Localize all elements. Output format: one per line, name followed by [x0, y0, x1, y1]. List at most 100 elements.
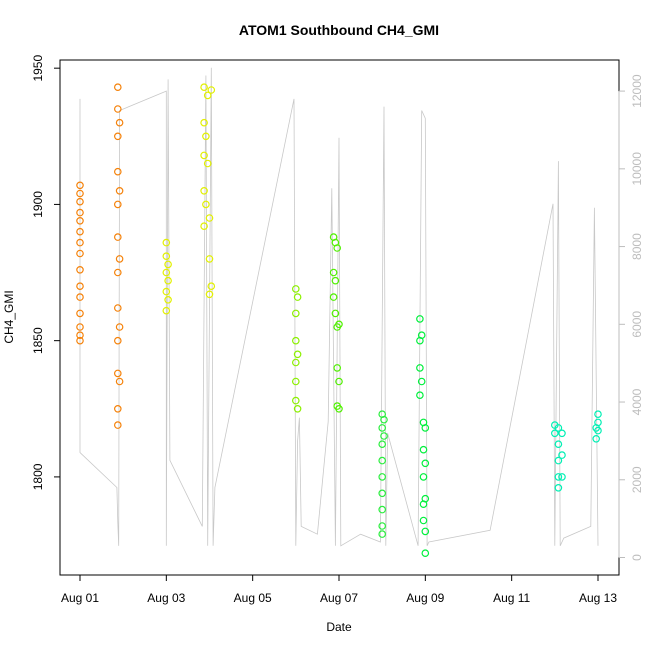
series-1-point	[76, 181, 84, 190]
y-axis-label: CH4_GMI	[2, 290, 16, 343]
series-4-point	[335, 404, 343, 413]
series-4-point	[333, 364, 342, 372]
series-1-point	[76, 249, 84, 258]
series-4-point	[333, 244, 342, 252]
series-1-point	[114, 233, 122, 241]
series-6-point	[416, 364, 424, 372]
series-2-point	[202, 132, 210, 141]
series-1-point	[76, 282, 84, 291]
series-5-point	[380, 432, 388, 440]
series-3-point	[291, 309, 300, 318]
series-1-point	[76, 217, 84, 225]
series-1-point	[76, 265, 84, 274]
series-1-point	[76, 208, 84, 217]
series-3-point	[293, 293, 302, 301]
series-1-point	[114, 369, 122, 378]
series-6-point	[417, 331, 426, 340]
series-1-point	[115, 377, 124, 386]
series-5-point	[378, 505, 387, 514]
series-2-point	[207, 282, 216, 291]
series-4-point	[335, 320, 343, 329]
series-7-point	[594, 426, 602, 435]
series-1-point	[115, 118, 124, 127]
series-1-point	[115, 255, 124, 263]
series-1-point	[114, 105, 122, 113]
series-1-point	[114, 200, 122, 209]
x-tick-label: Aug 13	[579, 591, 617, 605]
series-5-point	[378, 440, 387, 449]
series-2-point	[162, 306, 171, 315]
series-1-point	[114, 132, 122, 141]
points-layer	[76, 83, 602, 558]
x-axis: Aug 01 Aug 03 Aug 05 Aug 07 Aug 09 Aug 11 Aug …	[61, 574, 617, 605]
series-7-point	[558, 451, 566, 459]
series-6-point	[417, 377, 426, 386]
series-5-point	[378, 530, 387, 538]
series-5-point	[380, 415, 388, 424]
y2-tick-label: 4000	[630, 388, 644, 415]
x-axis-label: Date	[326, 620, 352, 634]
series-2-point	[162, 238, 171, 247]
series-3-point	[293, 404, 302, 413]
series-1-point	[114, 167, 122, 176]
y-tick-label: 1950	[31, 55, 45, 82]
series-1-point	[76, 323, 84, 331]
series-7-point	[554, 440, 563, 449]
series-2-point	[200, 222, 208, 231]
y2-axis: 0 2000 4000 6000 8000 10000 12000	[618, 74, 644, 561]
series-1-point	[114, 421, 122, 429]
series-1-point	[114, 268, 122, 277]
y-tick-label: 1800	[31, 463, 45, 490]
y2-tick-label: 0	[630, 554, 644, 561]
y-tick-label: 1850	[31, 327, 45, 354]
series-4-point	[329, 268, 338, 277]
y2-tick-label: 8000	[630, 233, 644, 260]
series-7-point	[550, 429, 559, 438]
series-3-point	[291, 336, 300, 345]
series-5-point	[378, 489, 387, 498]
series-1-point	[76, 336, 84, 345]
x-tick-label: Aug 09	[406, 591, 444, 605]
series-2-point	[200, 83, 208, 92]
series-6-point	[419, 516, 428, 525]
series-6-point	[419, 473, 428, 481]
y2-tick-label: 10000	[630, 152, 644, 186]
series-3-point	[291, 377, 300, 386]
series-3-point	[291, 358, 300, 367]
series-1-point	[114, 304, 122, 312]
series-1-point	[115, 323, 124, 331]
series-6-point	[421, 549, 430, 558]
series-6-point	[421, 424, 430, 432]
x-tick-label: Aug 03	[147, 591, 185, 605]
series-1-point	[114, 404, 122, 413]
series-4-point	[331, 309, 340, 318]
series-7-point	[594, 418, 602, 427]
series-2-point	[162, 287, 171, 296]
series-7-point	[594, 410, 602, 419]
series-2-point	[200, 151, 208, 160]
secondary-series-line	[79, 67, 599, 547]
x-tick-label: Aug 07	[320, 591, 358, 605]
series-4-point	[331, 276, 340, 285]
series-1-point	[114, 336, 122, 345]
y2-tick-label: 6000	[630, 311, 644, 338]
series-2-point	[205, 290, 214, 299]
series-7-point	[554, 483, 563, 492]
series-7-point	[592, 434, 601, 443]
series-6-point	[421, 459, 430, 468]
series-3-point	[293, 350, 302, 359]
series-1-point	[76, 227, 84, 236]
series-1-point	[76, 293, 84, 301]
series-1-point	[76, 189, 84, 198]
series-1-point	[114, 83, 122, 92]
series-5-point	[378, 456, 387, 465]
series-7-point	[558, 473, 566, 481]
series-5-point	[378, 473, 387, 481]
series-7-point	[558, 429, 566, 438]
secondary-series-layer	[79, 67, 599, 547]
series-2-point	[203, 159, 212, 168]
series-7-point	[554, 456, 563, 465]
series-2-point	[205, 255, 214, 263]
series-2-point	[202, 200, 210, 209]
series-3-point	[291, 396, 300, 405]
